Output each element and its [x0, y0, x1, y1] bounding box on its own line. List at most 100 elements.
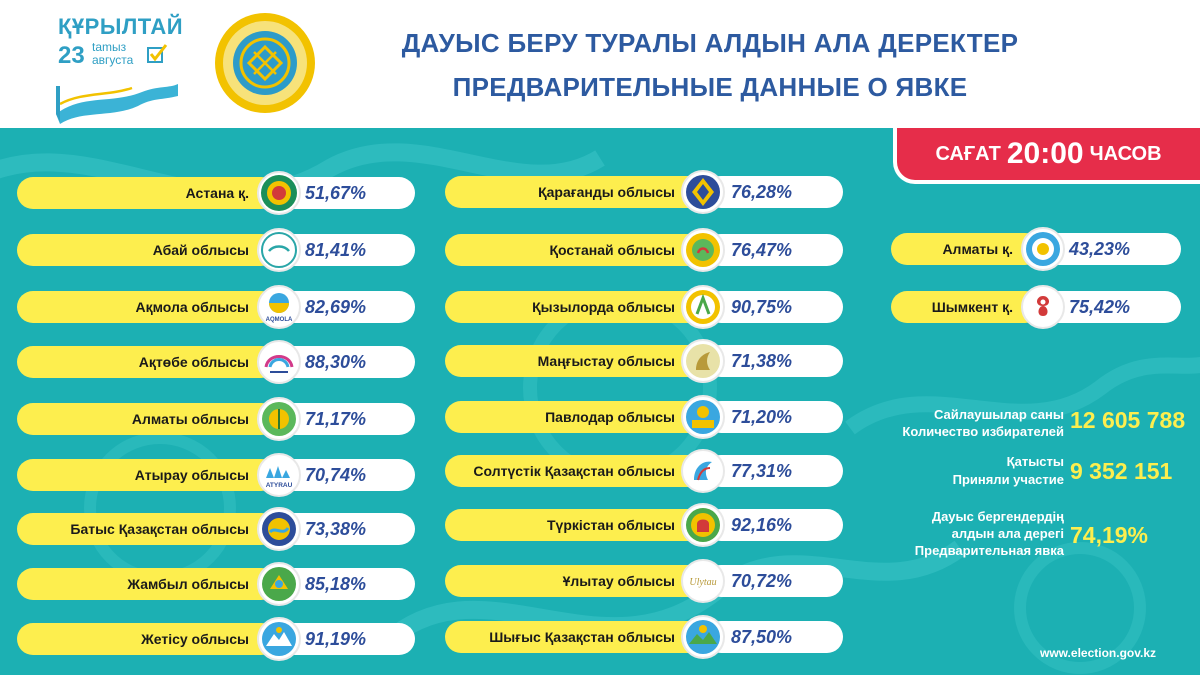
region-name: Алматы облысы — [17, 403, 277, 435]
region-turnout: 71,20% — [705, 401, 843, 433]
time-badge: САҒАТ 20:00 ЧАСОВ — [893, 128, 1200, 184]
kostanay-emblem-icon — [681, 228, 725, 272]
region-row: Жетісу облысы 91,19% — [17, 617, 415, 661]
zhambyl-emblem-icon — [257, 562, 301, 606]
region-name: Солтүстік Қазақстан облысы — [445, 455, 703, 487]
participated-label-kz: Қатысты — [1006, 454, 1064, 469]
region-name: Маңғыстау облысы — [445, 345, 703, 377]
region-turnout: 85,18% — [279, 568, 415, 600]
region-turnout: 87,50% — [705, 621, 843, 653]
kurultai-logo: ҚҰРЫЛТАЙ 23 tamыз августа — [52, 12, 184, 124]
region-row: Алматы облысы 71,17% — [17, 397, 415, 441]
region-name: Астана қ. — [17, 177, 277, 209]
time-badge-prefix: САҒАТ — [935, 142, 1001, 165]
region-turnout: 70,74% — [279, 459, 415, 491]
city-name: Шымкент қ. — [891, 291, 1041, 323]
region-name: Қарағанды облысы — [445, 176, 703, 208]
region-row: Ақтөбе облысы 88,30% — [17, 340, 415, 384]
region-row: Түркістан облысы 92,16% — [445, 503, 843, 547]
aktobe-emblem-icon — [257, 340, 301, 384]
region-name: Ақмола облысы — [17, 291, 277, 323]
shymkent-emblem-icon — [1021, 285, 1065, 329]
voters-count: 12 605 788 — [1070, 407, 1186, 433]
page-title-kz: ДАУЫС БЕРУ ТУРАЛЫ АЛДЫН АЛА ДЕРЕКТЕР — [401, 28, 1019, 58]
flag-ribbon-icon — [56, 84, 178, 124]
city-row: Шымкент қ. 75,42% — [891, 285, 1181, 329]
karaganda-emblem-icon — [681, 170, 725, 214]
brand-day: 23 — [58, 42, 85, 69]
checkbox-check-icon — [147, 44, 168, 63]
region-row: Ақмола облысы 82,69% AQMOLA — [17, 285, 415, 329]
region-name: Шығыс Қазақстан облысы — [445, 621, 703, 653]
region-row: Батыс Қазақстан облысы 73,38% — [17, 507, 415, 551]
akmola-emblem-icon: AQMOLA — [257, 285, 301, 329]
prelim-label-kz-2: алдын ала дерегі — [951, 526, 1064, 541]
region-row: Шығыс Қазақстан облысы 87,50% — [445, 615, 843, 659]
region-turnout: 91,19% — [279, 623, 415, 655]
region-row: Атырау облысы 70,74% ATYRAU — [17, 453, 415, 497]
header: ҚҰРЫЛТАЙ 23 tamыз августа ДАУЫС БЕРУ ТУР… — [0, 0, 1200, 128]
region-row: Қостанай облысы 76,47% — [445, 228, 843, 272]
region-row: Солтүстік Қазақстан облысы 77,31% — [445, 449, 843, 493]
region-name: Қызылорда облысы — [445, 291, 703, 323]
region-name: Ақтөбе облысы — [17, 346, 277, 378]
page-title-ru: ПРЕДВАРИТЕЛЬНЫЕ ДАННЫЕ О ЯВКЕ — [452, 72, 968, 102]
region-name: Жетісу облысы — [17, 623, 277, 655]
election-commission-seal-icon — [215, 13, 315, 113]
west-kazakhstan-emblem-icon — [257, 507, 301, 551]
time-badge-suffix: ЧАСОВ — [1089, 142, 1162, 165]
region-name: Түркістан облысы — [445, 509, 703, 541]
region-row: Ұлытау облысы 70,72% Ulytau — [445, 559, 843, 603]
region-row: Жамбыл облысы 85,18% — [17, 562, 415, 606]
time-badge-time: 20:00 — [1006, 137, 1084, 170]
participated-count: 9 352 151 — [1070, 458, 1173, 484]
region-turnout: 88,30% — [279, 346, 415, 378]
prelim-label-kz-1: Дауыс бергендердің — [931, 509, 1064, 524]
website-link[interactable]: www.election.gov.kz — [1040, 646, 1157, 660]
city-name: Алматы қ. — [891, 233, 1041, 265]
east-kazakhstan-emblem-icon — [681, 615, 725, 659]
region-row: Қызылорда облысы 90,75% — [445, 285, 843, 329]
prelim-turnout: 74,19% — [1070, 522, 1149, 548]
svg-text:ATYRAU: ATYRAU — [266, 482, 293, 489]
zhetisu-emblem-icon — [257, 617, 301, 661]
region-row: Маңғыстау облысы 71,38% — [445, 339, 843, 383]
mangystau-emblem-icon — [681, 339, 725, 383]
brand-title: ҚҰРЫЛТАЙ — [58, 14, 184, 39]
region-turnout: 76,28% — [705, 176, 843, 208]
region-turnout: 76,47% — [705, 234, 843, 266]
kyzylorda-emblem-icon — [681, 285, 725, 329]
region-turnout: 51,67% — [279, 177, 415, 209]
svg-text:AQMOLA: AQMOLA — [266, 317, 293, 323]
voters-label-ru: Количество избирателей — [902, 424, 1064, 439]
voters-label-kz: Сайлаушылар саны — [933, 407, 1064, 422]
abai-emblem-icon — [257, 228, 301, 272]
pavlodar-emblem-icon — [681, 395, 725, 439]
region-row: Павлодар облысы 71,20% — [445, 395, 843, 439]
region-turnout: 82,69% — [279, 291, 415, 323]
region-turnout: 71,17% — [279, 403, 415, 435]
region-turnout: 70,72% — [705, 565, 843, 597]
city-turnout: 75,42% — [1043, 291, 1181, 323]
brand-month-ru: августа — [92, 53, 134, 67]
participated-label-ru: Приняли участие — [952, 472, 1064, 487]
city-turnout: 43,23% — [1043, 233, 1181, 265]
brand-month-kz: tamыз — [92, 40, 127, 54]
region-name: Атырау облысы — [17, 459, 277, 491]
region-row: Қарағанды облысы 76,28% — [445, 170, 843, 214]
ulytau-emblem-icon: Ulytau — [681, 559, 725, 603]
region-name: Павлодар облысы — [445, 401, 703, 433]
region-turnout: 92,16% — [705, 509, 843, 541]
region-name: Ұлытау облысы — [445, 565, 703, 597]
region-turnout: 77,31% — [705, 455, 843, 487]
svg-text:Ulytau: Ulytau — [689, 577, 716, 588]
background-ornament — [0, 143, 1200, 674]
region-turnout: 71,38% — [705, 345, 843, 377]
region-row: Абай облысы 81,41% — [17, 228, 415, 272]
region-name: Абай облысы — [17, 234, 277, 266]
region-name: Қостанай облысы — [445, 234, 703, 266]
turkistan-emblem-icon — [681, 503, 725, 547]
region-turnout: 81,41% — [279, 234, 415, 266]
region-row: Астана қ. 51,67% — [17, 171, 415, 215]
region-name: Жамбыл облысы — [17, 568, 277, 600]
